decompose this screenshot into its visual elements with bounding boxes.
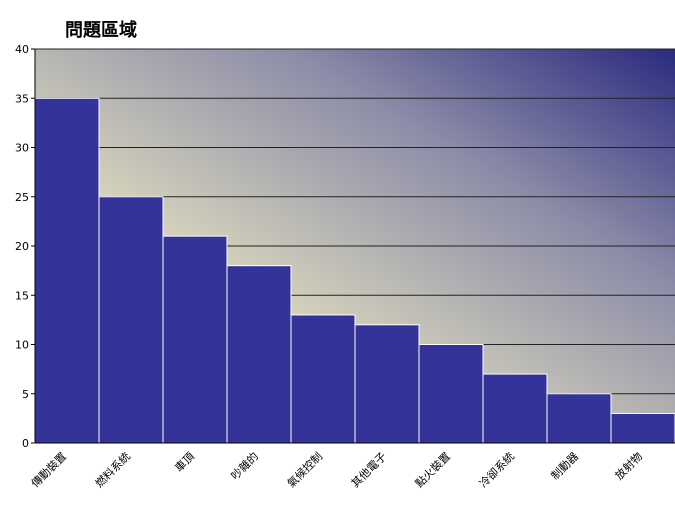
bar [610,412,675,444]
x-tick-label: 點火裝置 [413,450,453,490]
bar [290,314,356,444]
y-tick-label: 20 [15,240,29,253]
bar [482,373,548,444]
y-tick-label: 5 [22,388,29,401]
x-tick-label: 車頂 [172,449,197,474]
bar [98,196,164,444]
x-tick-label: 冷卻系統 [476,449,517,490]
x-tick-label: 傳動裝置 [28,449,69,490]
y-tick-label: 15 [15,289,29,302]
y-tick-label: 10 [15,339,29,352]
x-tick-label: 燃料系統 [92,449,133,490]
y-tick-label: 40 [15,43,29,56]
bar [546,393,612,444]
x-tick-label: 吵雜的 [228,449,261,482]
y-tick-label: 25 [15,191,29,204]
x-tick-label: 其他電子 [349,450,389,490]
x-tick-label: 放射物 [612,449,645,482]
bar [418,344,484,444]
bar [354,324,420,444]
y-tick-label: 30 [15,142,29,155]
bar [226,265,292,444]
x-tick-label: 氣候控制 [284,449,325,490]
x-tick-label: 制動器 [548,449,581,482]
bar [162,235,228,444]
chart-title: 問題區域 [65,19,137,41]
y-tick-label: 0 [22,437,29,450]
y-tick-label: 35 [15,92,29,105]
bar [34,97,100,444]
